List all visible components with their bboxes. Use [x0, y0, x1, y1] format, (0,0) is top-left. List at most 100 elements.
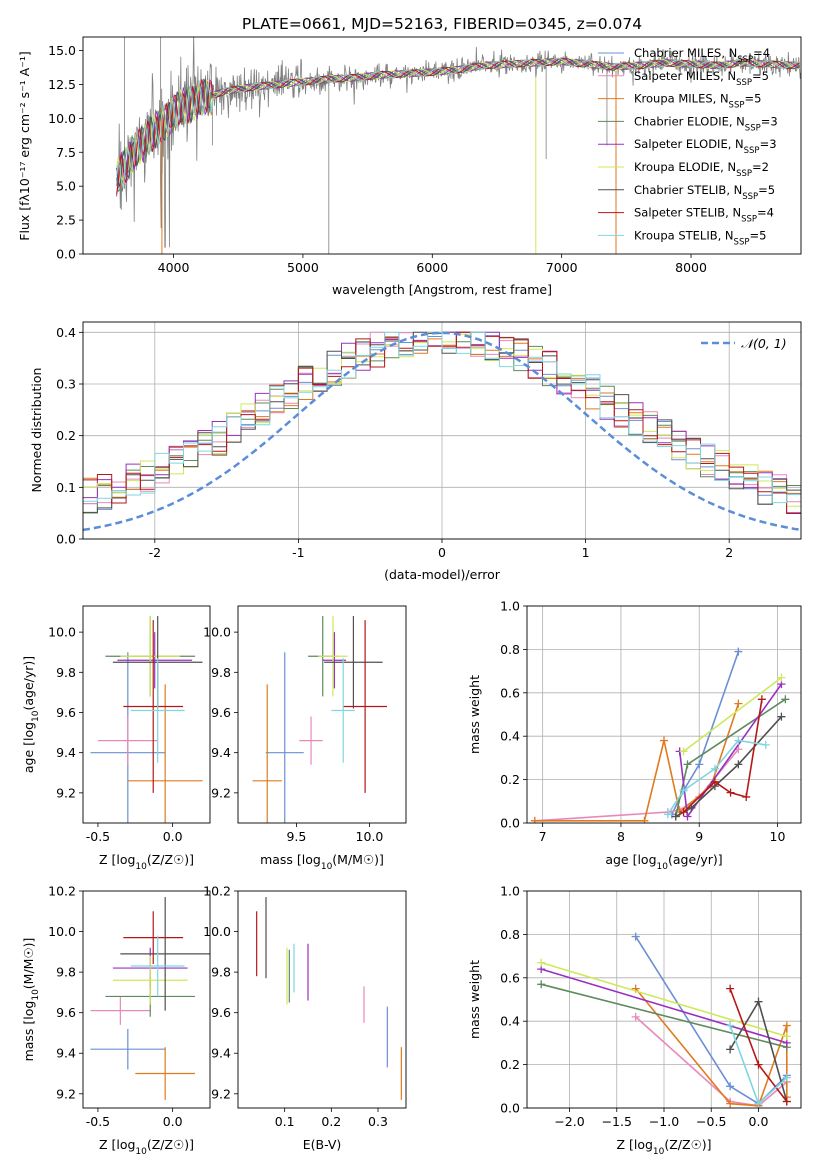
- y-tick-label: 10.0: [48, 111, 76, 126]
- x-tick-label: 9: [695, 829, 703, 844]
- x-axis-label: Z [log10(Z/Z☉)]: [99, 852, 194, 872]
- x-axis-label: age [log10(age/yr)]: [605, 852, 722, 872]
- plot-content-residuals: [83, 331, 801, 532]
- y-tick-label: 0.6: [500, 970, 520, 985]
- weight-marker-krou_elodie: [782, 1032, 791, 1041]
- weight-marker-salp_stelib: [757, 695, 766, 704]
- x-tick-label: 0.3: [368, 1114, 388, 1129]
- y-tick-label: 9.4: [56, 745, 76, 760]
- plot-content-Z_vs_age: [90, 616, 203, 823]
- weight-marker-chab_miles: [695, 760, 704, 769]
- y-tick-label: 0.4: [500, 1014, 520, 1029]
- y-axis-label: Flux [fλ10⁻¹⁷ erg cm⁻² s⁻¹ A⁻¹]: [17, 51, 32, 240]
- x-tick-label: 8000: [675, 260, 707, 275]
- weight-marker-salp_stelib: [742, 792, 751, 801]
- legend-label-salp_miles: Salpeter MILES, NSSP=5: [634, 69, 769, 88]
- axes-spectrum: 4000 5000 6000 7000 8000 0.0 2.5 5.0 7.5 10.0 12.5…: [17, 36, 802, 297]
- y-axis-label: mass weight: [467, 960, 482, 1039]
- y-tick-label: 9.2: [211, 785, 231, 800]
- weight-marker-chab_elodie: [781, 695, 790, 704]
- weight-marker-chab_stelib: [726, 1045, 735, 1054]
- weight-marker-krou_elodie: [537, 958, 546, 967]
- y-tick-label: 0.0: [56, 532, 76, 547]
- y-tick-label: 9.8: [56, 965, 76, 980]
- axes-frame: [237, 890, 407, 1109]
- y-tick-label: 10.2: [203, 884, 231, 899]
- plot-content-spectrum: [116, 37, 801, 254]
- weight-marker-krou_stelib: [782, 1073, 791, 1082]
- y-tick-label: 0.8: [500, 927, 520, 942]
- weight-marker-krou_stelib: [663, 810, 672, 819]
- model-salp_stelib: [116, 57, 800, 195]
- weight-marker-salp_stelib: [782, 1097, 791, 1106]
- legend-label-chab_elodie: Chabrier ELODIE, NSSP=3: [634, 114, 778, 133]
- x-tick-label: 9.5: [286, 829, 306, 844]
- y-tick-label: 0.2: [500, 772, 520, 787]
- y-tick-label: 0.3: [56, 377, 76, 392]
- axes-frame: [82, 890, 211, 1109]
- normal-curve: [83, 331, 801, 532]
- x-axis-label: Z [log10(Z/Z☉)]: [616, 1137, 711, 1157]
- x-axis-label: E(B-V): [303, 1137, 342, 1152]
- legend-label-salp_stelib: Salpeter STELIB, NSSP=4: [634, 206, 774, 225]
- y-tick-label: 5.0: [56, 179, 76, 194]
- x-axis-label: mass [log10(M/M☉)]: [260, 852, 384, 872]
- model-salp_elodie: [116, 58, 800, 197]
- weight-marker-krou_elodie: [777, 673, 786, 682]
- axes-frame: [526, 890, 802, 1109]
- x-tick-label: -0.5: [86, 1114, 110, 1129]
- x-tick-label: −0.5: [696, 1114, 726, 1129]
- weight-line-salp_miles: [534, 748, 740, 822]
- legend-label-chab_stelib: Chabrier STELIB, NSSP=5: [634, 183, 775, 202]
- weight-marker-krou_miles: [782, 1021, 791, 1030]
- legend-label-normal: 𝒩(0, 1): [741, 336, 787, 351]
- weight-marker-chab_stelib: [671, 812, 680, 821]
- y-tick-label: 10.0: [48, 625, 76, 640]
- weight-marker-chab_stelib: [777, 712, 786, 721]
- weight-marker-krou_stelib: [710, 764, 719, 773]
- x-tick-label: 6000: [416, 260, 448, 275]
- plot-content-ebv_vs_mass: [256, 897, 402, 1100]
- x-tick-label: 5000: [287, 260, 319, 275]
- y-tick-label: 0.0: [500, 1101, 520, 1116]
- legend-label-krou_elodie: Kroupa ELODIE, NSSP=2: [634, 160, 769, 179]
- x-tick-label: -0.5: [86, 829, 110, 844]
- plot-content-Z_vs_weight: [537, 932, 791, 1108]
- x-tick-label: 0.1: [275, 1114, 295, 1129]
- legend-label-krou_stelib: Kroupa STELIB, NSSP=5: [634, 228, 766, 247]
- x-tick-label: 7: [539, 829, 547, 844]
- x-tick-label: −2.0: [554, 1114, 584, 1129]
- y-tick-label: 9.2: [56, 1086, 76, 1101]
- weight-marker-salp_stelib: [710, 777, 719, 786]
- y-tick-label: 0.2: [500, 1057, 520, 1072]
- weight-line-krou_miles: [534, 703, 740, 822]
- weight-line-krou_elodie: [683, 676, 782, 753]
- y-tick-label: 2.5: [56, 213, 76, 228]
- y-axis-label: Normed distribution: [29, 368, 44, 493]
- model-krou_stelib: [116, 57, 800, 187]
- weight-marker-salp_miles: [631, 1012, 640, 1021]
- weight-line-chab_elodie: [541, 983, 787, 1048]
- legend-label-krou_miles: Kroupa MILES, NSSP=5: [634, 92, 761, 111]
- weight-marker-salp_stelib: [754, 1060, 763, 1069]
- x-tick-label: 2: [725, 545, 733, 560]
- y-axis-label: mass [log10(M/M☉)]: [21, 938, 41, 1062]
- x-tick-label: −1.0: [649, 1114, 679, 1129]
- x-tick-label: 1: [582, 545, 590, 560]
- weight-marker-salp_stelib: [726, 984, 735, 993]
- weight-marker-krou_miles: [726, 1099, 735, 1108]
- y-tick-label: 9.8: [211, 665, 231, 680]
- x-tick-label: 4000: [158, 260, 190, 275]
- y-tick-label: 9.6: [56, 1005, 76, 1020]
- axes-frame: [82, 36, 802, 255]
- axes-frame: [82, 321, 802, 540]
- weight-marker-chab_elodie: [537, 980, 546, 989]
- axes-mass_vs_age: 9.5 10.0 9.2 9.4 9.6 9.8 10.0 mass [log10(M/M☉)…: [203, 605, 407, 872]
- y-tick-label: 0.8: [500, 642, 520, 657]
- x-tick-label: 0: [438, 545, 446, 560]
- y-tick-label: 0.4: [56, 325, 76, 340]
- axes-Z_vs_age: -0.5 0.0 9.2 9.4 9.6 9.8 10.0 Z [log10(Z/Z☉)] ag…: [21, 605, 211, 872]
- y-tick-label: 1.0: [500, 884, 520, 899]
- axes-Z_vs_mass: -0.5 0.0 9.2 9.4 9.6 9.8 10.0 10.2 Z [log10(Z/Z☉…: [21, 884, 211, 1157]
